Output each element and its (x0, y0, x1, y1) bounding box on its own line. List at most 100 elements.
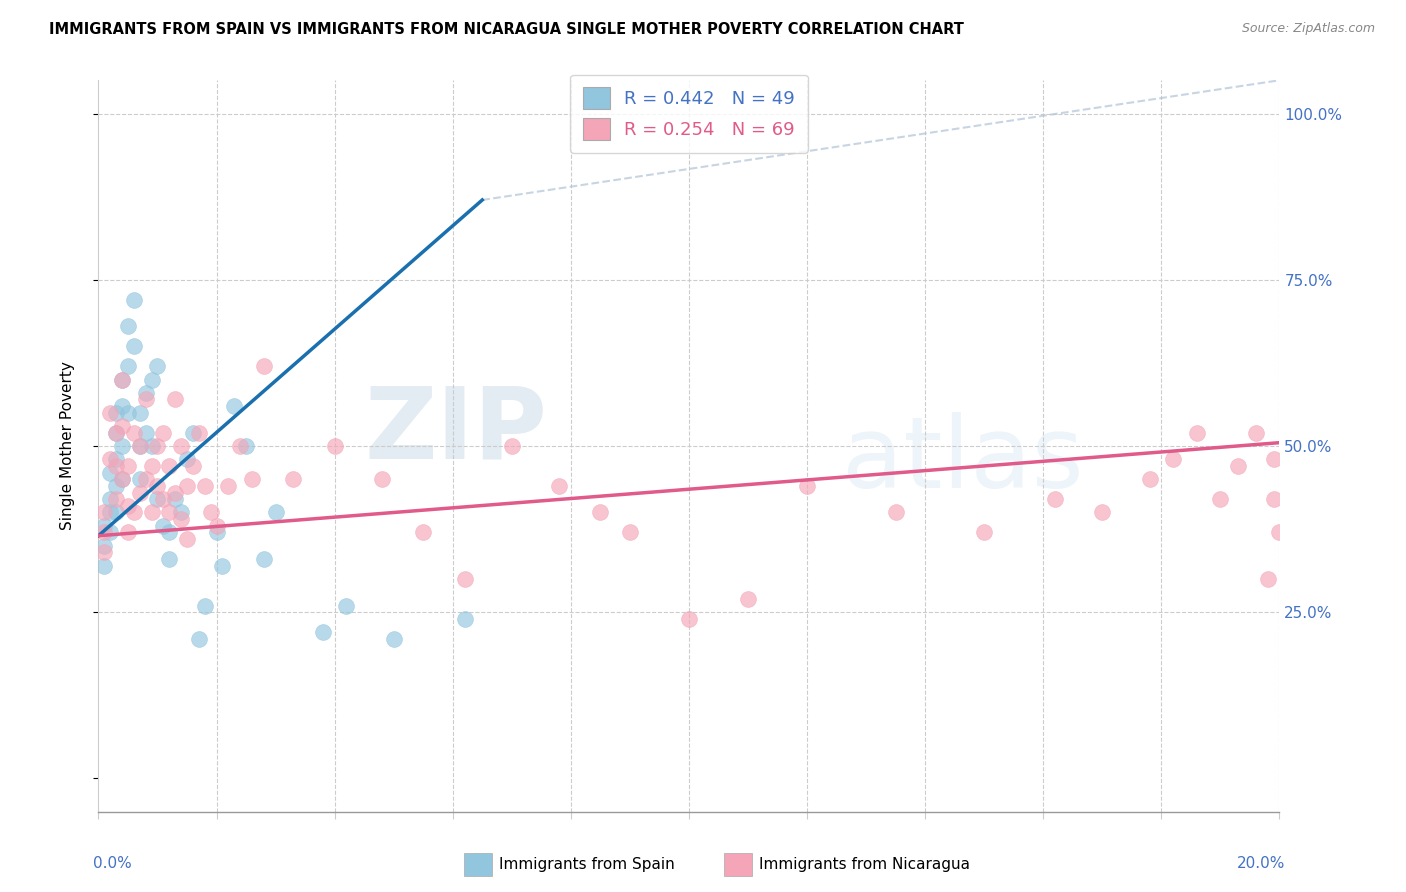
Point (93, 525, 115, 540)
Point (98, 406, 121, 420)
Point (146, 439, 169, 453)
Point (589, 506, 612, 520)
Point (105, 479, 128, 493)
Point (111, 439, 134, 453)
Point (117, 359, 139, 374)
Point (548, 479, 571, 493)
Point (93, 539, 115, 553)
Point (165, 392, 187, 407)
Point (335, 599, 357, 613)
Point (283, 472, 305, 486)
Point (141, 506, 163, 520)
Point (176, 479, 198, 493)
Point (105, 425, 128, 440)
Point (170, 512, 193, 526)
Point (105, 458, 128, 473)
Point (1263, 492, 1285, 507)
Point (412, 525, 434, 540)
Point (117, 319, 139, 334)
Point (146, 359, 169, 374)
Point (93, 506, 115, 520)
Point (205, 518, 228, 533)
Point (111, 472, 134, 486)
Point (1185, 425, 1208, 440)
Point (117, 406, 139, 420)
Point (105, 406, 128, 420)
Point (240, 472, 263, 486)
Point (170, 439, 193, 453)
Point (157, 552, 180, 566)
Point (1161, 452, 1184, 467)
Point (229, 439, 252, 453)
Point (235, 439, 257, 453)
Point (312, 625, 335, 640)
Point (128, 472, 150, 486)
Point (1209, 492, 1232, 507)
Point (323, 439, 346, 453)
Point (146, 492, 169, 507)
Point (224, 399, 246, 413)
Point (128, 485, 150, 500)
Point (111, 419, 134, 434)
Point (253, 359, 276, 374)
Point (141, 372, 163, 386)
Point (181, 458, 204, 473)
Point (371, 472, 394, 486)
Point (217, 479, 239, 493)
Point (111, 372, 134, 386)
Point (98, 466, 121, 480)
Point (211, 558, 233, 573)
Point (1244, 425, 1267, 440)
Point (105, 425, 128, 440)
Point (205, 525, 228, 540)
Point (187, 425, 209, 440)
Point (98, 525, 121, 540)
Point (105, 452, 128, 467)
Point (98, 506, 121, 520)
Point (122, 425, 145, 440)
Point (135, 472, 157, 486)
Point (152, 492, 174, 507)
Point (93, 545, 115, 559)
Point (165, 485, 187, 500)
Point (1268, 525, 1291, 540)
Text: ZIP: ZIP (364, 383, 547, 480)
Point (170, 506, 193, 520)
Point (253, 552, 276, 566)
Point (128, 406, 150, 420)
Point (135, 425, 157, 440)
Point (884, 506, 907, 520)
Point (1227, 458, 1250, 473)
Point (973, 525, 995, 540)
Point (117, 458, 139, 473)
Point (194, 479, 217, 493)
Point (135, 385, 157, 400)
Point (111, 472, 134, 486)
Point (796, 479, 818, 493)
Point (152, 425, 174, 440)
Point (128, 439, 150, 453)
Text: Immigrants from Spain: Immigrants from Spain (499, 857, 675, 871)
Point (157, 458, 180, 473)
Point (122, 506, 145, 520)
Point (1263, 452, 1285, 467)
Point (111, 399, 134, 413)
Legend: R = 0.442   N = 49, R = 0.254   N = 69: R = 0.442 N = 49, R = 0.254 N = 69 (571, 75, 807, 153)
Point (194, 599, 217, 613)
Point (122, 293, 145, 307)
Point (1043, 492, 1066, 507)
Point (111, 372, 134, 386)
Point (141, 458, 163, 473)
Point (93, 558, 115, 573)
Text: 20.0%: 20.0% (1237, 855, 1285, 871)
Point (200, 506, 222, 520)
Point (117, 525, 139, 540)
Point (382, 632, 405, 646)
Point (146, 479, 169, 493)
Y-axis label: Single Mother Poverty: Single Mother Poverty (60, 361, 75, 531)
Point (501, 439, 523, 453)
Text: Source: ZipAtlas.com: Source: ZipAtlas.com (1241, 22, 1375, 36)
Text: Immigrants from Nicaragua: Immigrants from Nicaragua (759, 857, 970, 871)
Point (157, 506, 180, 520)
Point (98, 492, 121, 507)
